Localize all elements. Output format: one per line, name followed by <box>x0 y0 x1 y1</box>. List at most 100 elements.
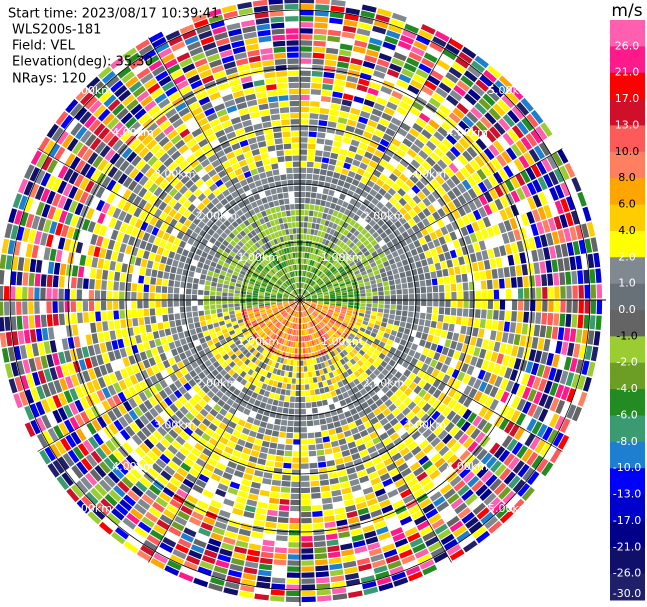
radar-gate <box>467 212 476 223</box>
radar-gate <box>327 285 333 289</box>
radar-gate <box>243 330 250 336</box>
radar-gate <box>357 443 367 452</box>
radar-gate <box>384 304 390 309</box>
radar-gate <box>513 253 521 265</box>
radar-gate <box>134 142 145 154</box>
radar-gate <box>345 280 351 285</box>
radar-gate <box>225 336 232 342</box>
radar-gate <box>180 532 194 543</box>
radar-gate <box>279 505 290 511</box>
radar-gate <box>277 382 283 388</box>
radar-gate <box>458 51 473 64</box>
radar-gate <box>393 229 401 237</box>
radar-gate <box>296 366 300 372</box>
radar-gate <box>317 350 322 357</box>
radar-gate <box>332 314 338 319</box>
radar-gate <box>3 286 10 300</box>
radar-gate <box>232 346 239 353</box>
radar-gate <box>125 455 138 467</box>
radar-gate <box>478 381 488 393</box>
radar-gate <box>49 340 57 353</box>
radar-gate <box>356 209 364 217</box>
radar-gate <box>590 237 599 252</box>
radar-gate <box>348 297 354 300</box>
radar-gate <box>433 496 446 507</box>
radar-gate <box>266 372 272 379</box>
radar-gate <box>131 155 142 167</box>
radar-gate <box>372 456 383 465</box>
radar-gate <box>327 164 336 171</box>
radar-gate <box>342 371 349 378</box>
radar-gate <box>278 316 283 321</box>
radar-gate <box>121 263 128 273</box>
radar-gate <box>271 306 277 310</box>
radar-gate <box>203 404 213 413</box>
radar-gate <box>266 287 272 291</box>
radar-gate <box>393 398 403 407</box>
radar-gate <box>145 167 156 178</box>
radar-gate <box>102 269 109 280</box>
radar-gate <box>422 265 430 273</box>
radar-gate <box>460 226 469 237</box>
radar-gate <box>209 356 217 364</box>
radar-gate <box>414 154 425 165</box>
radar-gate <box>220 338 227 345</box>
radar-gate <box>224 446 234 455</box>
radar-gate <box>237 261 244 267</box>
radar-gate <box>444 117 457 129</box>
radar-gate <box>297 305 299 311</box>
radar-gate <box>147 155 158 167</box>
radar-gate <box>29 183 40 198</box>
radar-gate <box>365 125 376 134</box>
radar-gate <box>127 490 140 502</box>
radar-gate <box>49 443 62 458</box>
radar-gate <box>400 352 408 360</box>
radar-gate <box>111 121 124 134</box>
radar-gate <box>368 346 376 353</box>
radar-gate <box>151 347 159 357</box>
radar-gate <box>222 288 229 293</box>
radar-gate <box>312 52 325 59</box>
radar-gate <box>251 405 259 413</box>
radar-gate <box>345 504 357 513</box>
radar-gate <box>252 292 259 296</box>
radar-gate <box>303 329 306 336</box>
radar-gate <box>260 332 266 338</box>
radar-gate <box>284 313 289 319</box>
radar-gate <box>559 272 566 285</box>
radar-gate <box>487 340 495 351</box>
radar-gate <box>287 308 292 313</box>
radar-gate <box>355 240 363 247</box>
radar-gate <box>280 286 286 291</box>
radar-gate <box>386 462 397 472</box>
radar-gate <box>289 365 293 372</box>
radar-gate <box>361 415 370 423</box>
radar-gate <box>298 306 300 312</box>
radar-gate <box>392 532 406 542</box>
radar-gate <box>161 168 171 179</box>
radar-gate <box>144 377 154 388</box>
radar-gate <box>255 507 267 515</box>
radar-gate <box>117 404 128 415</box>
radar-gate <box>84 180 95 193</box>
radar-gate <box>269 324 275 330</box>
radar-gate <box>536 161 547 175</box>
radar-gate <box>239 346 246 353</box>
radar-gate <box>158 263 166 271</box>
radar-gate <box>336 330 342 336</box>
radar-gate <box>225 258 232 265</box>
radar-gate <box>120 429 131 441</box>
radar-gate <box>273 285 279 289</box>
radar-gate <box>319 369 325 376</box>
radar-gate <box>165 225 174 234</box>
radar-gate <box>289 297 295 299</box>
radar-gate <box>463 291 469 300</box>
radar-gate <box>279 394 285 401</box>
radar-gate <box>356 501 368 510</box>
radar-gate <box>391 90 404 100</box>
radar-gate <box>34 231 43 245</box>
radar-gate <box>350 139 360 147</box>
radar-gate <box>427 204 436 214</box>
radar-gate <box>270 297 276 299</box>
radar-gate <box>418 455 430 466</box>
